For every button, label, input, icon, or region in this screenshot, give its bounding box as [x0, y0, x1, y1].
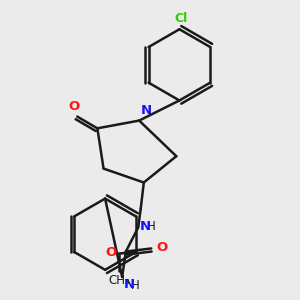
Text: N: N: [141, 104, 152, 118]
Text: N: N: [124, 278, 135, 291]
Text: H: H: [147, 220, 156, 233]
Text: Cl: Cl: [174, 12, 188, 25]
Text: CH₃: CH₃: [108, 274, 130, 287]
Text: O: O: [68, 100, 79, 113]
Text: O: O: [105, 246, 116, 260]
Text: O: O: [156, 241, 167, 254]
Text: N: N: [140, 220, 151, 233]
Text: H: H: [131, 279, 140, 292]
